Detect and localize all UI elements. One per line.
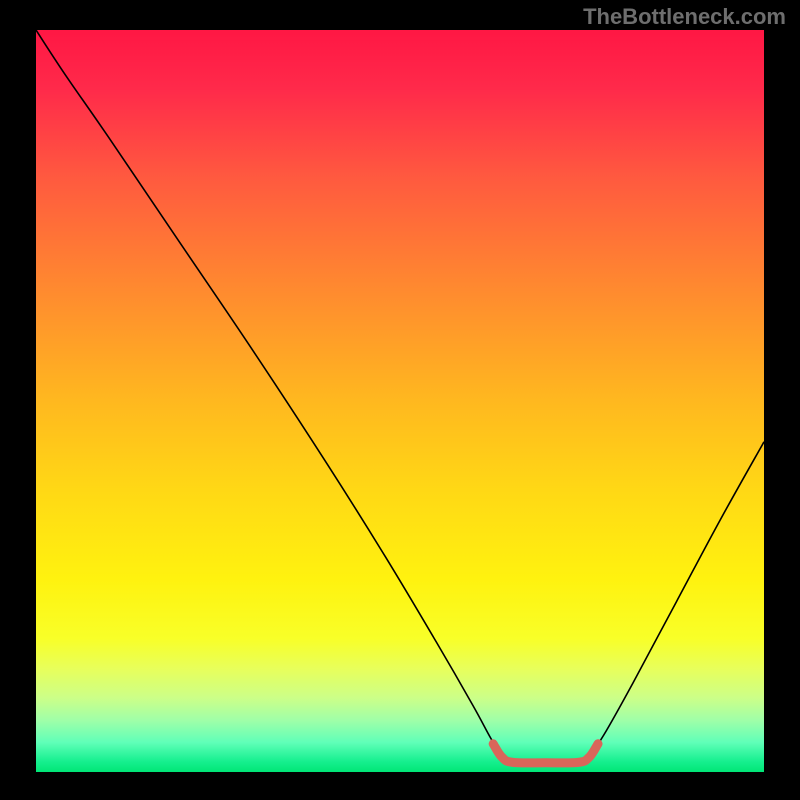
gradient-background [36,30,764,772]
watermark-text: TheBottleneck.com [583,4,786,30]
plot-svg [36,30,764,772]
chart-container: TheBottleneck.com [0,0,800,800]
plot-area [36,30,764,772]
